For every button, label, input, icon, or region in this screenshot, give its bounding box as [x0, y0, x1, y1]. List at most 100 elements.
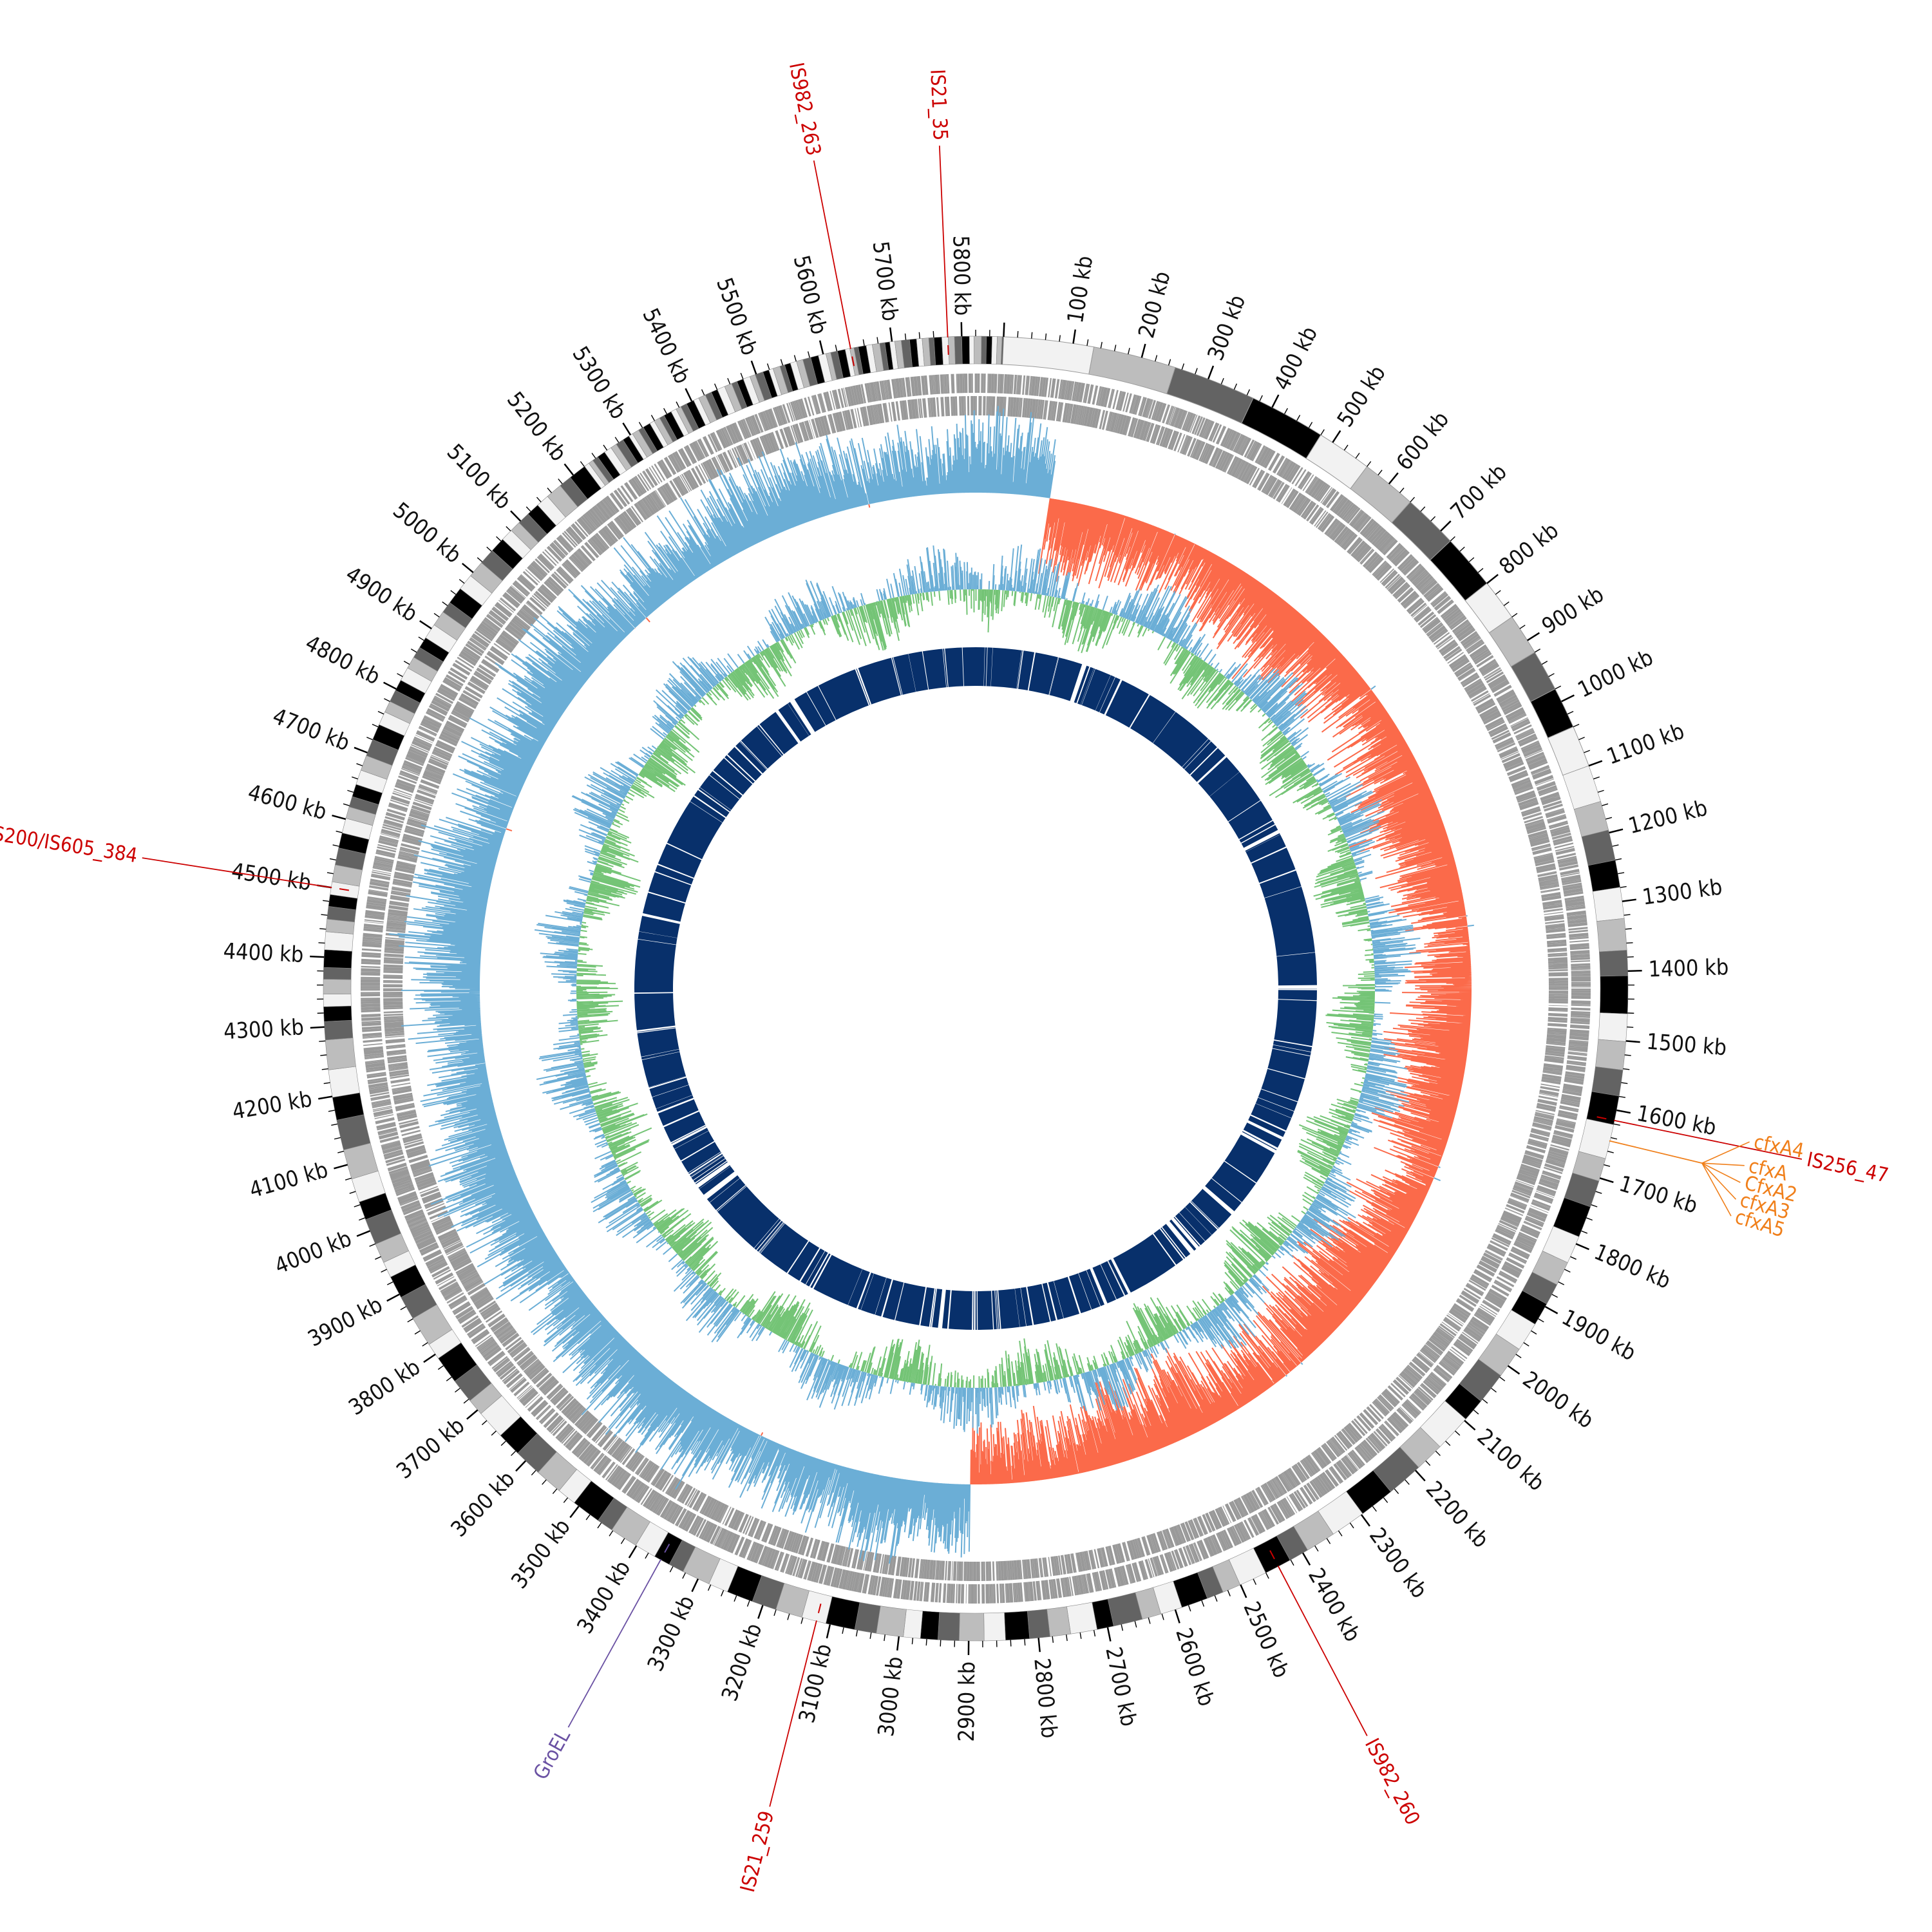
minor-tick	[1326, 1538, 1331, 1544]
block-gap	[974, 1289, 976, 1331]
minor-tick	[876, 337, 879, 344]
minor-tick	[1320, 429, 1325, 435]
block-gap	[985, 646, 988, 688]
minor-tick	[1534, 649, 1541, 653]
ideogram-band	[947, 336, 956, 365]
scale-label: 4800 kb	[301, 630, 384, 690]
gc-content-below	[576, 589, 1376, 1388]
minor-tick	[531, 1470, 536, 1476]
scale-label: 3200 kb	[717, 1620, 767, 1705]
gc-content-track	[535, 544, 1421, 1434]
minor-tick	[1548, 673, 1555, 677]
minor-tick	[1503, 601, 1510, 607]
block-gap	[922, 650, 929, 691]
minor-tick	[1378, 469, 1383, 476]
ideogram-band	[876, 1605, 907, 1638]
scale-label: 700 kb	[1446, 459, 1512, 525]
minor-tick	[707, 1584, 712, 1591]
minor-tick	[1586, 1217, 1593, 1221]
block-gap	[1249, 846, 1288, 864]
block-gap	[1173, 1215, 1202, 1247]
block-gap	[1184, 1206, 1213, 1236]
major-tick	[332, 815, 346, 820]
minor-tick	[1410, 497, 1416, 503]
minor-tick	[766, 363, 770, 370]
minor-tick	[1405, 1479, 1410, 1485]
annotation-leader	[813, 160, 851, 349]
major-tick	[691, 1578, 699, 1593]
scale-label: 2600 kb	[1170, 1625, 1219, 1709]
block-gap	[874, 1276, 887, 1316]
block-gap	[1165, 1220, 1195, 1255]
minor-tick	[1618, 1095, 1626, 1098]
minor-tick	[1523, 1342, 1530, 1347]
minor-tick	[477, 557, 483, 562]
block-gap	[1027, 650, 1036, 692]
major-tick	[1440, 520, 1452, 532]
block-gap	[961, 646, 965, 688]
scale-label: 300 kb	[1202, 292, 1251, 365]
cluster-branch	[1701, 1162, 1737, 1200]
major-tick	[334, 1164, 348, 1170]
minor-tick	[1591, 1204, 1598, 1208]
ideogram-band	[1598, 1012, 1628, 1042]
block-gap	[688, 1152, 724, 1176]
minor-tick	[650, 415, 655, 421]
minor-tick	[336, 830, 343, 833]
block-gap	[665, 842, 703, 861]
block-gap	[641, 913, 682, 925]
scale-label: 3000 kb	[873, 1655, 908, 1738]
minor-tick	[925, 1639, 927, 1646]
minor-tick	[869, 1632, 872, 1639]
minor-tick	[904, 333, 907, 340]
cluster-branch	[1701, 1162, 1732, 1217]
minor-tick	[1338, 1530, 1343, 1537]
gene-track	[361, 374, 1591, 1604]
major-tick	[628, 1545, 638, 1558]
minor-tick	[446, 1376, 452, 1381]
block-gap	[1103, 678, 1123, 717]
minor-tick	[552, 1488, 558, 1494]
block-gap	[1106, 1259, 1126, 1298]
major-tick	[1609, 828, 1624, 834]
major-tick	[383, 681, 397, 690]
minor-tick	[676, 401, 680, 408]
scale-label: 3800 kb	[344, 1354, 425, 1421]
minor-tick	[1233, 383, 1238, 390]
annotation-marker	[1269, 1550, 1275, 1560]
minor-tick	[1148, 1617, 1151, 1624]
scale-label: 2700 kb	[1100, 1645, 1141, 1728]
block-gap	[638, 931, 679, 938]
minor-tick	[773, 1609, 777, 1616]
block-gap	[1048, 656, 1059, 697]
annotation-leader	[1613, 1119, 1803, 1160]
ideogram-band	[1002, 336, 1095, 375]
block-gap	[687, 1151, 723, 1174]
block-gap	[739, 739, 769, 770]
major-tick	[826, 1624, 831, 1639]
annotation-marker	[1596, 1116, 1607, 1120]
block-gap	[1128, 693, 1151, 730]
block-gap	[656, 863, 696, 880]
block-gap	[894, 1281, 905, 1322]
minor-tick	[734, 1595, 737, 1602]
block-gap	[931, 1287, 938, 1329]
minor-tick	[721, 1590, 724, 1596]
annotation-marker	[664, 1544, 670, 1553]
block-gap	[654, 1094, 694, 1110]
major-tick	[1332, 430, 1341, 443]
major-tick	[757, 1605, 764, 1619]
minor-tick	[511, 1450, 516, 1456]
scale-label: 4100 kb	[247, 1157, 331, 1203]
major-tick	[889, 327, 893, 342]
minor-tick	[1355, 453, 1360, 459]
minor-tick	[1541, 661, 1548, 665]
block-gap	[711, 769, 744, 797]
scale-label: 4600 kb	[245, 779, 330, 825]
minor-tick	[1010, 1640, 1012, 1647]
block-gap	[1079, 667, 1095, 706]
annotation-label: IS21_259	[736, 1808, 779, 1894]
minor-tick	[433, 612, 440, 618]
ideogram-band	[1027, 1609, 1050, 1639]
annotation-leader	[142, 857, 332, 889]
